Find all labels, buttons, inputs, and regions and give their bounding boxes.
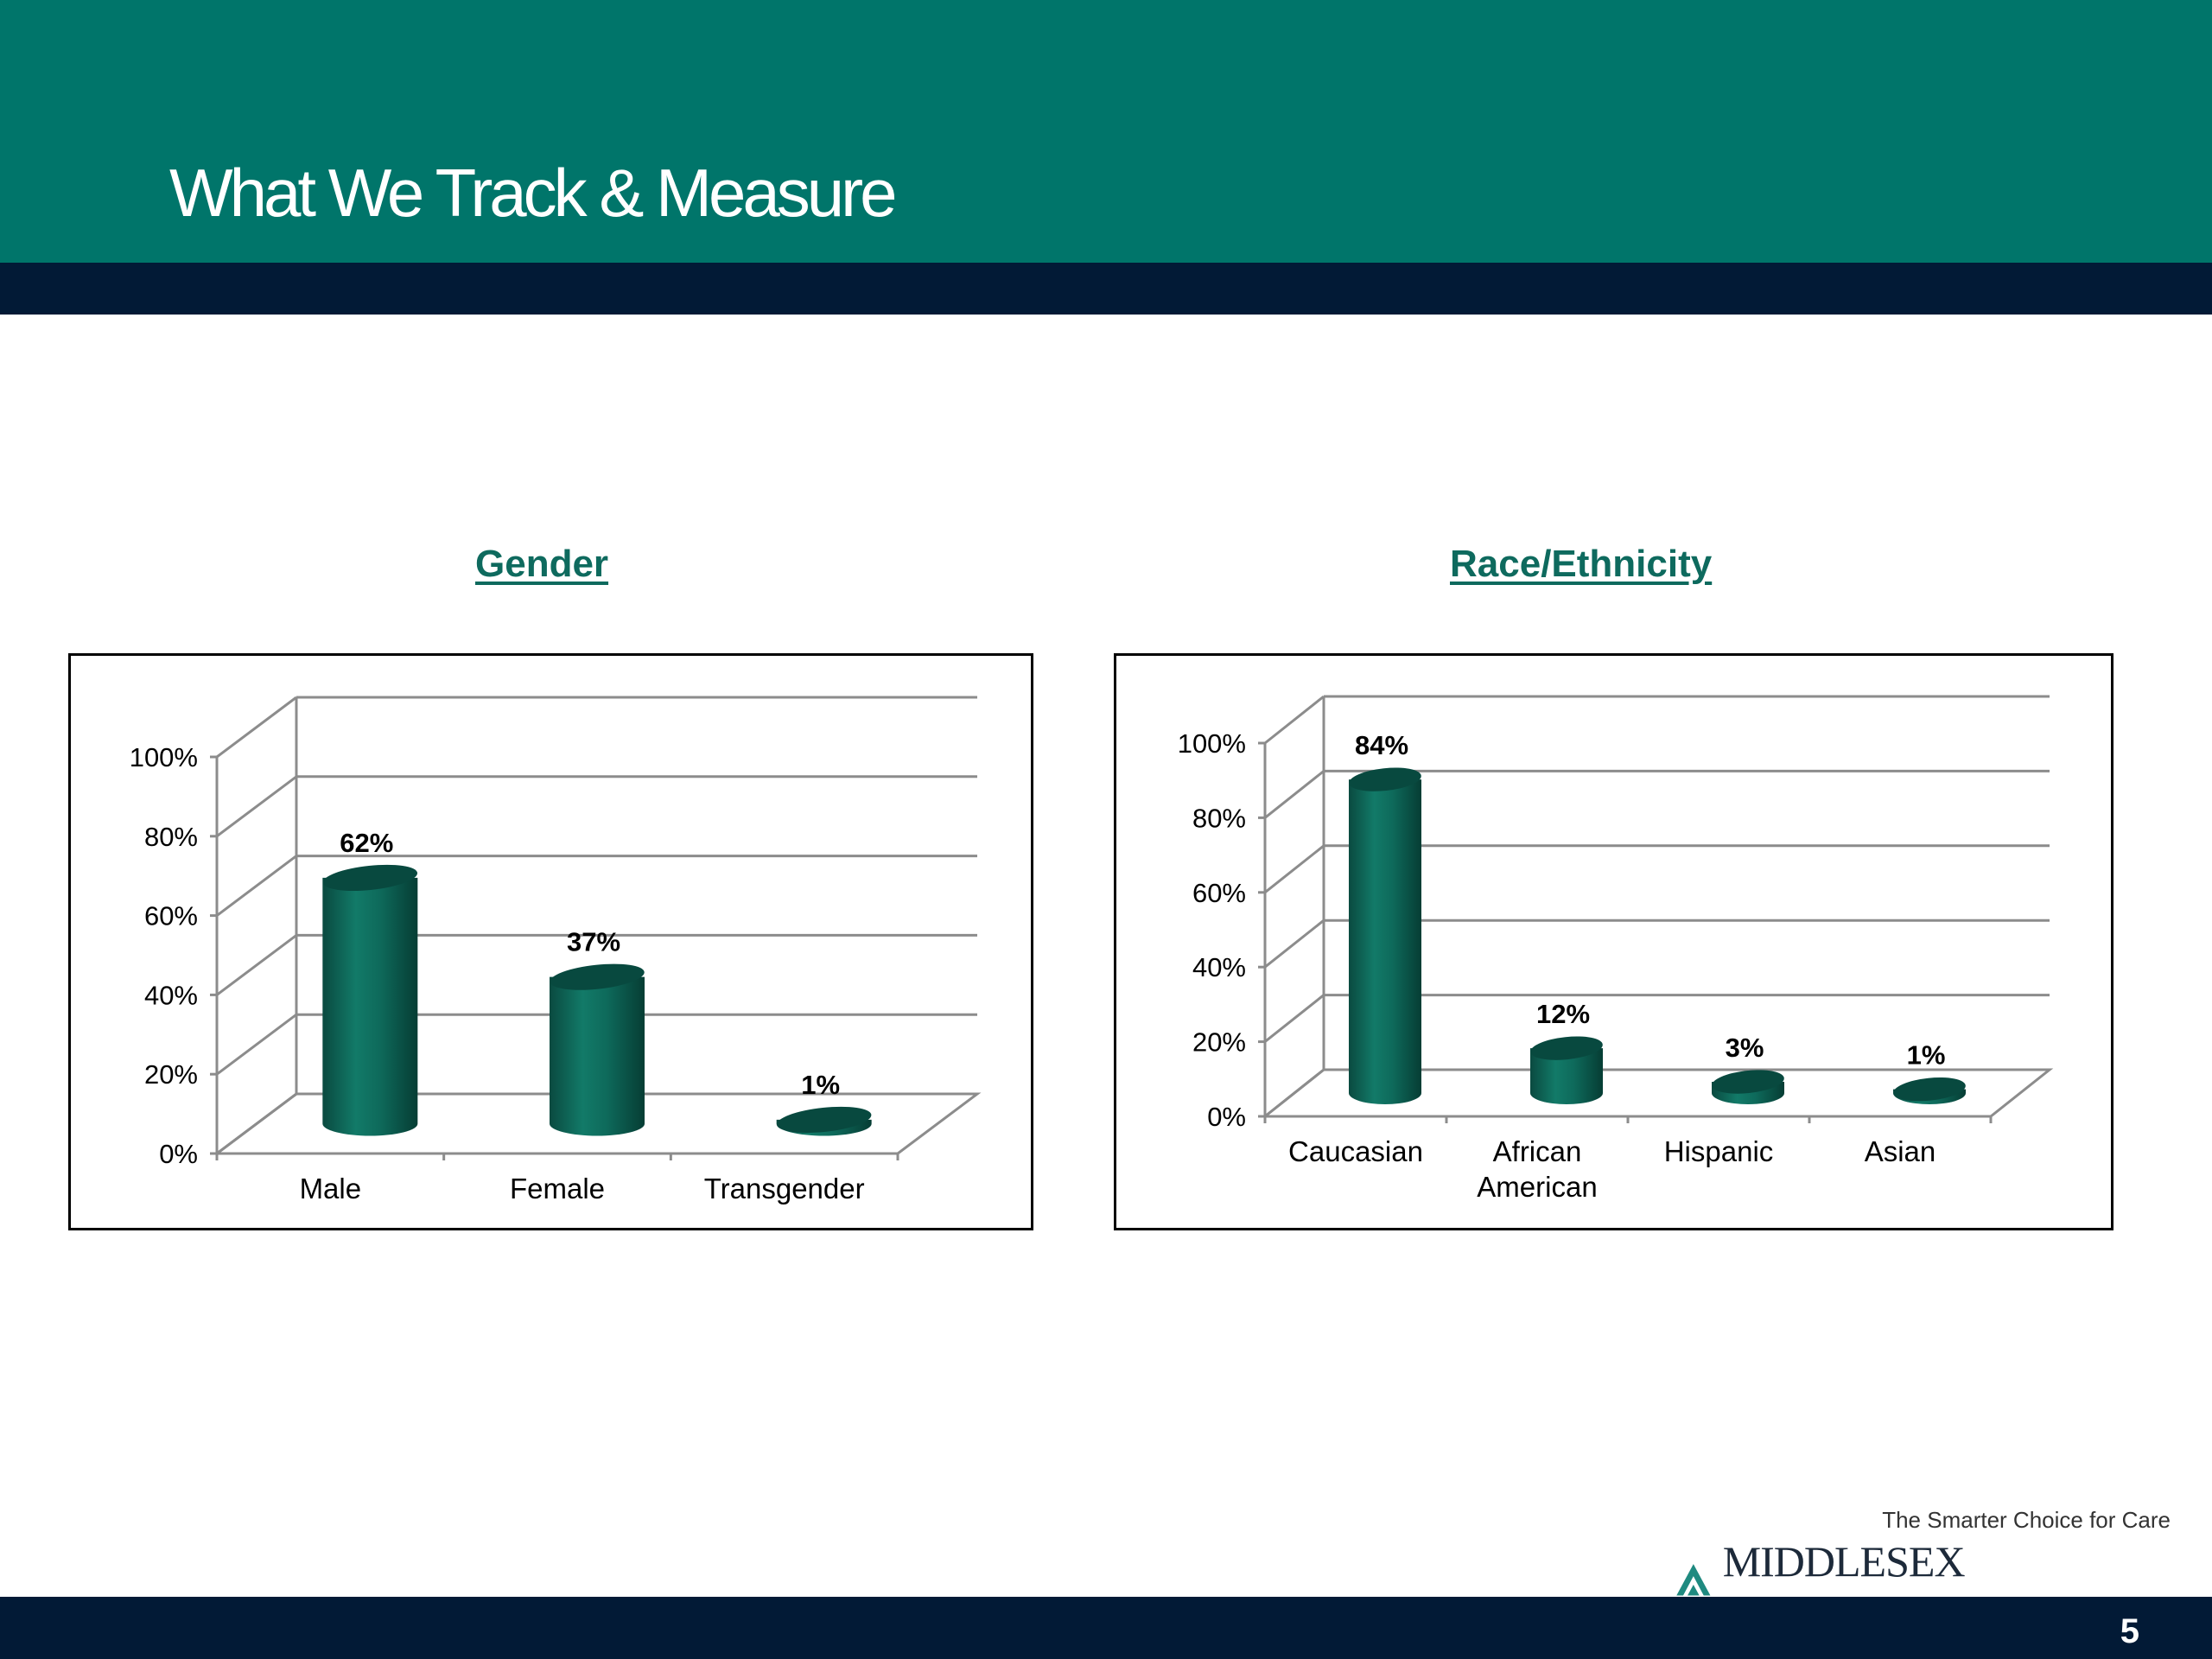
x-category-label: Transgender bbox=[704, 1173, 865, 1205]
bar-top bbox=[1530, 1036, 1603, 1060]
gender-chart-svg: 0% 20% 40% 60% 80% 100% 62% Male 37% Female 1% Tran… bbox=[130, 696, 982, 1205]
gridline-side bbox=[1264, 695, 1325, 745]
y-tick-label: 60% bbox=[1192, 878, 1246, 908]
gender-chart-title: Gender bbox=[475, 543, 609, 585]
gridline-side bbox=[216, 1014, 297, 1076]
x-category-label: Hispanic bbox=[1664, 1135, 1774, 1167]
gridline-side bbox=[216, 855, 297, 917]
bar-top bbox=[1712, 1070, 1784, 1094]
bar-male bbox=[322, 864, 418, 1136]
y-tick-label: 100% bbox=[130, 742, 198, 772]
chart-floor bbox=[1261, 1068, 2054, 1118]
data-label: 12% bbox=[1536, 999, 1590, 1029]
bar-top bbox=[776, 1106, 872, 1133]
y-tick-label: 80% bbox=[144, 822, 198, 852]
bar-body bbox=[1349, 779, 1421, 1104]
bar-body bbox=[322, 877, 418, 1136]
x-category-label: Caucasian bbox=[1288, 1135, 1423, 1167]
x-category-label: Female bbox=[510, 1173, 605, 1205]
x-category-label: African bbox=[1493, 1135, 1582, 1167]
bar-hispanic bbox=[1712, 1070, 1784, 1104]
bar-transgender bbox=[776, 1106, 872, 1136]
gridline-side bbox=[1264, 994, 1325, 1043]
bar-asian bbox=[1893, 1077, 1966, 1104]
bar-top bbox=[322, 864, 418, 891]
y-tick-label: 100% bbox=[1178, 728, 1246, 759]
header-band bbox=[0, 0, 2212, 263]
y-tick-label: 40% bbox=[144, 980, 198, 1010]
slide-title: What We Track & Measure bbox=[169, 155, 898, 231]
header-stripe bbox=[0, 263, 2212, 315]
gridline-side bbox=[1264, 770, 1325, 819]
x-category-label: Male bbox=[300, 1173, 362, 1205]
page-number: 5 bbox=[2120, 1612, 2139, 1650]
bar-caucasian bbox=[1349, 767, 1421, 1104]
bar-female bbox=[550, 963, 645, 1136]
bar-body bbox=[550, 976, 645, 1136]
x-category-label: American bbox=[1477, 1171, 1597, 1203]
data-label: 37% bbox=[567, 927, 620, 957]
y-tick-label: 20% bbox=[1192, 1027, 1246, 1058]
y-tick-label: 20% bbox=[144, 1059, 198, 1090]
gender-chart: 0% 20% 40% 60% 80% 100% 62% Male 37% Female 1% Tran… bbox=[68, 653, 1033, 1230]
x-category-label: Asian bbox=[1865, 1135, 1936, 1167]
data-label: 62% bbox=[340, 828, 393, 858]
race-chart-title: Race/Ethnicity bbox=[1450, 543, 1713, 585]
y-tick-label: 40% bbox=[1192, 952, 1246, 982]
gridline-side bbox=[216, 775, 297, 838]
race-chart: 0% 20% 40% 60% 80% 100% 84% Caucasian 12% African… bbox=[1114, 653, 2113, 1230]
y-tick-label: 80% bbox=[1192, 803, 1246, 833]
data-label: 84% bbox=[1355, 730, 1408, 760]
hospital-logo: The Smarter Choice for Care MIDDLESEX HO… bbox=[1668, 1507, 2195, 1636]
logo-tagline: The Smarter Choice for Care bbox=[1882, 1507, 2171, 1533]
footer-band bbox=[0, 1597, 2212, 1659]
gridline-side bbox=[1264, 844, 1325, 893]
bar-body bbox=[1530, 1048, 1603, 1104]
bar-african-american bbox=[1530, 1036, 1603, 1104]
y-tick-label: 0% bbox=[159, 1139, 198, 1169]
data-label: 1% bbox=[1907, 1040, 1946, 1071]
gridline-side bbox=[216, 696, 297, 759]
y-tick-label: 0% bbox=[1207, 1102, 1246, 1132]
data-label: 1% bbox=[801, 1070, 840, 1100]
bar-top bbox=[550, 963, 645, 990]
data-label: 3% bbox=[1726, 1033, 1764, 1063]
y-tick-label: 60% bbox=[144, 901, 198, 931]
bar-top bbox=[1893, 1077, 1966, 1102]
gridline-side bbox=[1264, 919, 1325, 969]
race-chart-svg: 0% 20% 40% 60% 80% 100% 84% Caucasian 12% African… bbox=[1178, 695, 2054, 1203]
bar-top bbox=[1349, 767, 1421, 791]
gridline-side bbox=[216, 934, 297, 996]
